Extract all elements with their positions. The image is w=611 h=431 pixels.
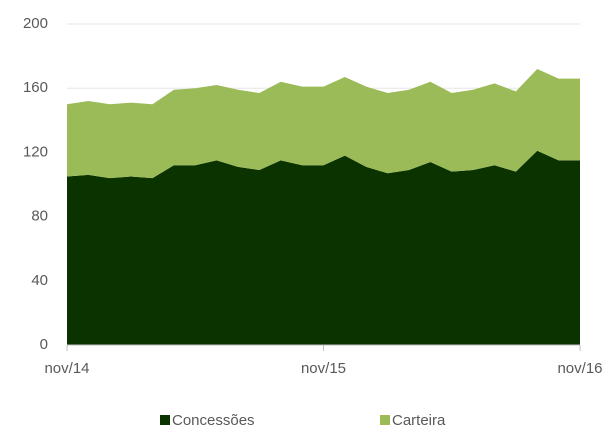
- y-tick-label: 200: [23, 15, 48, 32]
- area: [67, 68, 580, 179]
- y-tick-label: 120: [23, 143, 48, 160]
- x-tick-label: nov/15: [301, 360, 346, 377]
- legend-swatch: [380, 415, 390, 425]
- legend-swatch: [160, 415, 170, 425]
- x-tick-label: nov/16: [557, 360, 602, 377]
- y-tick-label: 0: [40, 336, 48, 353]
- x-tick-label: nov/14: [44, 360, 89, 377]
- legend-label: Carteira: [392, 412, 446, 429]
- y-tick-label: 80: [31, 208, 48, 225]
- legend-label: Concessões: [172, 412, 255, 429]
- area: [67, 150, 580, 345]
- y-tick-label: 160: [23, 79, 48, 96]
- y-tick-label: 40: [31, 272, 48, 289]
